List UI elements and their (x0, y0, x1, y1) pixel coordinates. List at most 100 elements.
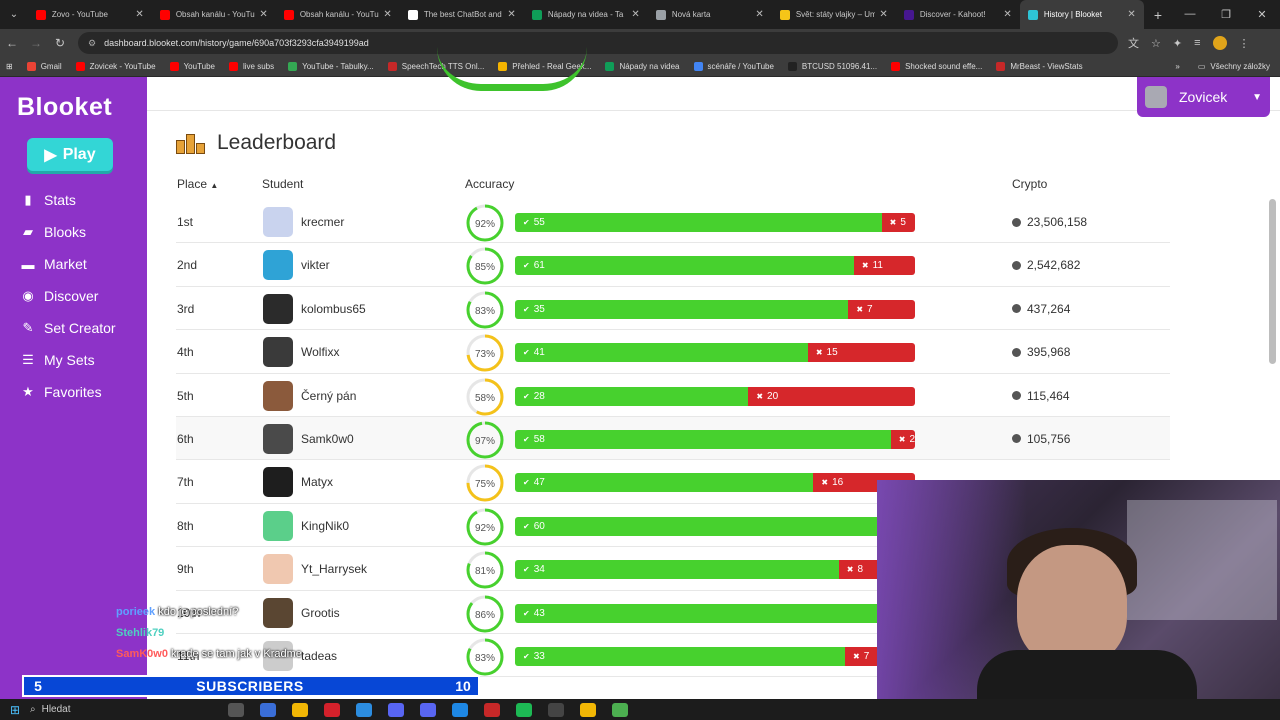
bookmark-item[interactable]: YouTube (169, 62, 215, 71)
incorrect-segment: ✖ 7 (848, 299, 915, 319)
windows-taskbar: ⊞ ⌕ Hledat (0, 699, 1280, 720)
all-bookmarks[interactable]: » ▭ Všechny záložky (1175, 62, 1280, 71)
table-row[interactable]: 11th tadeas 83% ✔ 33 ✖ 7 (176, 634, 1170, 678)
tab-search-icon[interactable]: ⌄ (9, 9, 19, 20)
bookmark-favicon-icon (787, 62, 797, 71)
new-tab-button[interactable]: + (1153, 6, 1162, 23)
taskbar-search[interactable]: ⌕ Hledat (30, 704, 220, 715)
table-row[interactable]: 7th Matyx 75% ✔ 47 ✖ 16 (176, 460, 1170, 504)
tab-close-icon[interactable]: ✕ (879, 9, 888, 20)
sidebar-item-market[interactable]: ▬ Market (20, 248, 116, 280)
table-row[interactable]: 9th Yt_Harrysek 81% ✔ 34 ✖ 8 (176, 547, 1170, 591)
windows-start-icon[interactable]: ⊞ (9, 702, 21, 717)
back-icon[interactable]: ← (6, 36, 18, 50)
tab-close-icon[interactable]: ✕ (1127, 9, 1136, 20)
sidebar-item-set-creator[interactable]: ✎ Set Creator (20, 312, 116, 344)
sidebar-item-my-sets[interactable]: ☰ My Sets (20, 344, 116, 376)
bookmark-item[interactable]: Nápady na videa (605, 62, 680, 71)
bookmark-item[interactable]: BTCUSD 51096.41... (787, 62, 877, 71)
epic-icon[interactable] (548, 702, 564, 717)
tab-close-icon[interactable]: ✕ (383, 9, 392, 20)
chrome-icon[interactable] (356, 702, 372, 717)
minimize-icon[interactable]: — (1184, 8, 1196, 20)
forward-icon[interactable]: → (30, 36, 42, 50)
site-info-icon[interactable]: ⚙ (88, 37, 97, 48)
table-row[interactable]: 2nd vikter 85% ✔ 61 ✖ 11 2,542,682 (176, 243, 1170, 287)
browser-tab-strip: ⌄ Zovo - YouTube ✕ Obsah kanálu - YouTube ✕… (0, 0, 1280, 29)
tab-close-icon[interactable]: ✕ (1003, 9, 1012, 20)
place-cell: 4th (177, 345, 194, 360)
chevron-right-icon[interactable]: » (1175, 62, 1180, 71)
vscode-icon[interactable] (452, 702, 468, 717)
obs-icon[interactable] (484, 702, 500, 717)
user-menu[interactable]: Zovicek ▼ (1137, 77, 1270, 117)
table-row[interactable]: 6th Samk0w0 97% ✔ 58 ✖ 2 105,756 (176, 416, 1170, 461)
spotify-icon[interactable] (516, 702, 532, 717)
app-icon-2[interactable] (388, 702, 404, 717)
bookmark-item[interactable]: Zovicek - YouTube (75, 62, 156, 71)
bookmark-item[interactable]: live subs (229, 62, 274, 71)
app-icon-3[interactable] (580, 702, 596, 717)
translate-icon[interactable]: 文 (1128, 38, 1139, 50)
table-row[interactable]: 8th KingNik0 92% ✔ 60 (176, 504, 1170, 548)
menu-icon[interactable]: ⋮ (1238, 37, 1250, 50)
page-scrollbar[interactable] (1269, 199, 1276, 364)
table-row[interactable]: 5th Černý pán 58% ✔ 28 ✖ 20 115,464 (176, 374, 1170, 417)
bookmark-item[interactable]: YouTube - Tabulky... (288, 62, 374, 71)
browser-tab[interactable]: Obsah kanálu - YouTube ✕ (152, 0, 276, 29)
play-button[interactable]: ▶ Play (27, 138, 113, 171)
reload-icon[interactable]: ↻ (54, 36, 66, 50)
explorer-icon[interactable] (292, 702, 308, 717)
discord-icon[interactable] (420, 702, 436, 717)
sidebar-item-blooks[interactable]: ▰ Blooks (20, 216, 116, 248)
close-window-icon[interactable]: ✕ (1257, 9, 1267, 21)
browser-tab[interactable]: Nápady na videa - Ta ✕ (524, 0, 648, 29)
browser-tab[interactable]: Nová karta ✕ (648, 0, 772, 29)
media-icon[interactable]: ≡ (1194, 37, 1201, 49)
sidebar-item-stats[interactable]: ▮ Stats (20, 184, 116, 216)
bookmark-item[interactable]: MrBeast - ViewStats (996, 62, 1083, 71)
check-icon: ✔ (523, 261, 530, 271)
sidebar-item-discover[interactable]: ◉ Discover (20, 280, 116, 312)
accuracy-arc (466, 247, 504, 285)
bookmark-item[interactable]: Shocked sound effe... (891, 62, 982, 71)
url-bar[interactable]: ⚙ dashboard.blooket.com/history/game/690… (78, 32, 1118, 54)
bookmark-item[interactable]: Gmail (26, 62, 62, 71)
correct-segment: ✔ 34 (515, 560, 839, 580)
maximize-icon[interactable]: ❐ (1221, 9, 1231, 21)
task-view-icon[interactable] (228, 702, 244, 717)
accuracy-arc (466, 508, 504, 546)
bookmark-item[interactable]: scénáře / YouTube (693, 62, 774, 71)
avatar (263, 293, 293, 324)
apps-icon[interactable]: ⊞ (6, 62, 13, 71)
browser-tab[interactable]: History | Blooket ✕ (1019, 0, 1144, 29)
minecraft-icon[interactable] (612, 702, 628, 717)
opera-icon[interactable] (324, 702, 340, 717)
bookmark-star-icon[interactable]: ☆ (1151, 37, 1161, 50)
extensions-icon[interactable]: ✦ (1172, 37, 1183, 50)
tab-title: Zovo - YouTube (51, 10, 108, 19)
profile-avatar[interactable] (1212, 36, 1227, 50)
tab-close-icon[interactable]: ✕ (507, 9, 516, 20)
sidebar-item-favorites[interactable]: ★ Favorites (20, 376, 116, 408)
tab-close-icon[interactable]: ✕ (135, 9, 144, 20)
tab-close-icon[interactable]: ✕ (631, 9, 640, 20)
browser-tab[interactable]: Svět: státy vlajky – Um ✕ (772, 0, 896, 29)
browser-tab[interactable]: The best ChatBot and ✕ (400, 0, 524, 29)
tab-close-icon[interactable]: ✕ (259, 9, 268, 20)
table-row[interactable]: 1st krecmer 92% ✔ 55 ✖ 5 23,506,158 (176, 200, 1170, 244)
chat-message: porieek kdo je poslední? (116, 606, 302, 618)
blooket-logo[interactable]: Blooket (17, 93, 113, 121)
table-row[interactable]: 3rd kolombus65 83% ✔ 35 ✖ 7 437,264 (176, 287, 1170, 331)
accuracy-value: 73% (475, 349, 495, 360)
column-place[interactable]: Place ▲ (177, 177, 218, 191)
app-icon[interactable] (260, 702, 276, 717)
browser-tab[interactable]: Discover - Kahoot! ✕ (896, 0, 1020, 29)
tab-close-icon[interactable]: ✕ (755, 9, 764, 20)
browser-tab[interactable]: Obsah kanálu - YouTube ✕ (276, 0, 400, 29)
bookmark-label: Zovicek - YouTube (89, 62, 156, 71)
table-row[interactable]: 4th Wolfixx 73% ✔ 41 ✖ 15 395,968 (176, 330, 1170, 374)
browser-tab[interactable]: Zovo - YouTube ✕ (28, 0, 152, 29)
window-controls: — ❐ ✕ (1172, 8, 1280, 21)
tab-title: The best ChatBot and (423, 10, 502, 19)
